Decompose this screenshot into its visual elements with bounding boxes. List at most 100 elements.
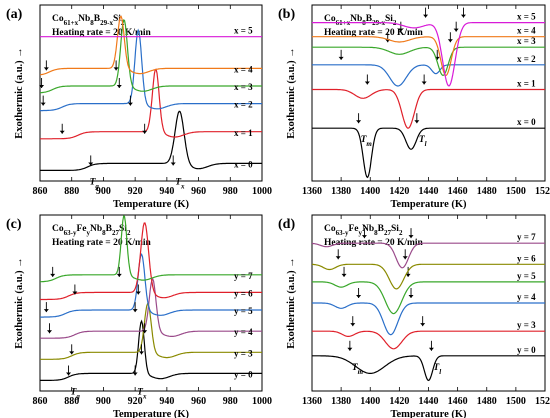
formula-part: y (87, 229, 91, 237)
x-axis-label: Temperature (K) (113, 409, 190, 418)
annotation-symbol: T (361, 135, 368, 145)
series-label: y = 6 (517, 253, 536, 263)
marker-arrowhead (447, 39, 453, 43)
formula-part: 29-x (100, 19, 113, 27)
series-line (40, 28, 262, 112)
x-axis-label: Temperature (K) (390, 409, 467, 418)
series-line (312, 263, 545, 290)
marker-arrowhead (423, 14, 429, 18)
marker-arrowhead (428, 347, 434, 351)
annotation-Tl: Tl (433, 363, 441, 376)
panel-c: 860 880 900 920 940 960 980 1000 Temperature (K)… (6, 214, 272, 418)
marker-arrowhead (402, 256, 408, 260)
x-tick-label: 1400 (360, 186, 380, 197)
panel-letter: (d) (278, 217, 295, 232)
marker-arrowhead (170, 162, 176, 166)
formula-part: Si (113, 14, 121, 24)
y-axis-label: Exothermic (a.u.) → (14, 257, 25, 349)
marker-arrowhead (460, 14, 466, 18)
series-label: x = 3 (517, 36, 536, 46)
formula-part: y (359, 229, 363, 237)
series-label: y = 3 (517, 320, 536, 330)
formula-part: Nb (90, 224, 102, 234)
marker-arrowhead (356, 120, 362, 124)
x-tick-label: 1500 (506, 186, 526, 197)
marker-arrowhead (88, 162, 94, 166)
annotation-symbol: T (175, 177, 182, 187)
formula-part: 63-y (64, 229, 77, 237)
annotation-Tx: Tx (137, 387, 147, 400)
panel-letter: (a) (6, 7, 23, 22)
x-tick-label: 1360 (302, 396, 322, 407)
annotation-subscript: g (94, 182, 99, 190)
composition-formula: Co63-yFeyNb8B27Si2 (324, 224, 403, 237)
annotation-Tg: Tg (90, 177, 100, 190)
series-line (40, 222, 262, 301)
panel-a: 860 880 900 920 940 960 980 1000 Temperature (K)… (6, 4, 272, 210)
marker-arrowhead (142, 330, 148, 334)
formula-part: 2 (127, 229, 131, 237)
series-label: y = 7 (234, 271, 253, 281)
x-tick-label: 900 (96, 396, 111, 407)
annotation-symbol: T (352, 363, 359, 373)
series-label: y = 7 (517, 232, 536, 242)
formula-part: Nb (362, 224, 374, 234)
x-tick-label: 1520 (535, 186, 550, 197)
marker-arrowhead (72, 291, 78, 295)
marker-arrowhead (43, 309, 49, 313)
series-line (40, 19, 262, 94)
marker-arrowhead (127, 102, 133, 106)
formula-part: 63-y (336, 229, 349, 237)
series-line (39, 15, 262, 76)
annotation-symbol: T (433, 363, 440, 373)
composition-formula: Co61+xNb8B29-xSi2 (324, 14, 397, 27)
marker-arrowhead (405, 273, 411, 277)
marker-arrowhead (338, 56, 344, 60)
formula-part: Nb (350, 14, 362, 24)
formula-part: B (378, 224, 385, 234)
annotation-Tm: Tm (352, 363, 364, 376)
x-axis-label: Temperature (K) (390, 199, 467, 210)
x-tick-label: 1380 (331, 396, 351, 407)
marker-arrowhead (350, 323, 356, 327)
x-tick-label: 1000 (252, 186, 272, 197)
formula-part: Si (391, 224, 399, 234)
marker-arrowhead (59, 130, 65, 134)
series-label: x = 0 (234, 159, 253, 169)
series-line (39, 215, 262, 283)
x-tick-label: 920 (128, 186, 143, 197)
annotation-symbol: T (419, 135, 426, 145)
series-label: x = 1 (517, 78, 536, 88)
x-tick-label: 980 (223, 186, 238, 197)
x-tick-label: 1440 (419, 186, 439, 197)
series-line (312, 355, 545, 382)
panel-b: 1360 1380 1400 1420 1440 1460 1480 1500 1520 Temp… (278, 4, 550, 210)
x-tick-label: 1400 (360, 396, 380, 407)
annotation-Tx: Tx (175, 177, 185, 190)
x-tick-label: 1000 (252, 396, 272, 407)
x-tick-label: 1500 (506, 396, 526, 407)
x-tick-label: 980 (223, 396, 238, 407)
formula-part: B (106, 224, 113, 234)
annotation-symbol: T (90, 177, 97, 187)
marker-arrowhead (116, 85, 122, 88)
marker-arrowhead (135, 291, 141, 295)
x-tick-label: 1460 (448, 186, 468, 197)
annotation-Tm: Tm (361, 135, 373, 148)
formula-part: Co (52, 224, 64, 234)
marker-arrowhead (66, 372, 72, 376)
marker-arrowhead (420, 323, 426, 327)
heating-rate-label: Heating rate = 20 K/min (52, 28, 152, 38)
series-label: y = 0 (517, 345, 536, 355)
x-tick-label: 860 (33, 396, 48, 407)
series-label: y = 0 (234, 369, 253, 379)
series-label: x = 3 (234, 82, 253, 92)
marker-arrowhead (43, 67, 49, 71)
marker-arrowhead (364, 81, 370, 85)
marker-arrowhead (132, 372, 138, 376)
marker-arrowhead (50, 273, 56, 277)
marker-arrowhead (421, 81, 427, 85)
series-label: x = 2 (517, 54, 536, 64)
annotation-subscript: l (425, 140, 427, 148)
marker-arrowhead (414, 120, 420, 124)
